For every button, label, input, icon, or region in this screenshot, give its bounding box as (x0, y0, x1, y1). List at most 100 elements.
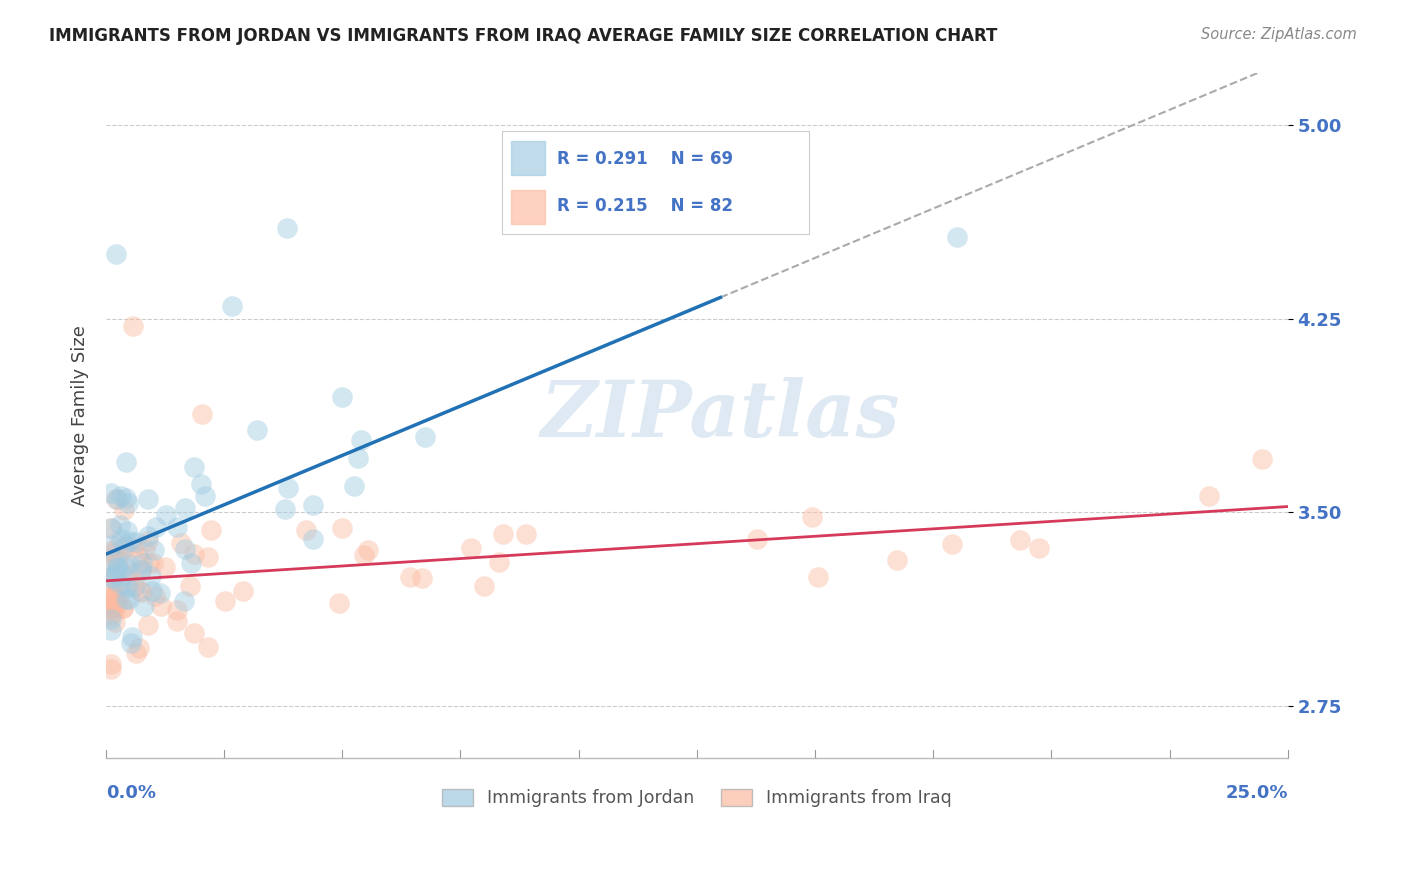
Point (112, 600, 135, 615)
Point (103, 601, 125, 615)
Point (232, 584, 254, 599)
Point (343, 479, 366, 493)
Point (100, 548, 122, 562)
Point (121, 566, 143, 580)
Point (120, 533, 142, 548)
Point (273, 501, 295, 516)
Point (104, 615, 127, 630)
Point (132, 599, 155, 614)
Point (105, 560, 128, 574)
Point (173, 593, 195, 607)
Point (328, 595, 350, 609)
Point (128, 583, 150, 598)
Text: 25.0%: 25.0% (1225, 784, 1288, 802)
Point (114, 558, 136, 573)
Point (117, 569, 139, 583)
Point (115, 539, 138, 553)
Point (103, 598, 125, 612)
Text: Source: ZipAtlas.com: Source: ZipAtlas.com (1201, 27, 1357, 42)
Point (197, 640, 219, 654)
Point (1028, 541, 1050, 555)
Point (801, 510, 824, 524)
Point (124, 579, 146, 593)
Point (277, 481, 299, 495)
Point (100, 608, 122, 623)
Point (105, 247, 128, 261)
Text: 0.0%: 0.0% (105, 784, 156, 802)
Point (100, 569, 122, 583)
Point (117, 496, 139, 510)
Point (100, 544, 122, 558)
Point (111, 569, 134, 583)
Text: ZIPatlas: ZIPatlas (541, 377, 900, 454)
Point (118, 592, 141, 607)
Point (114, 491, 136, 505)
Point (190, 477, 212, 491)
Point (214, 594, 236, 608)
Point (179, 579, 201, 593)
Text: IMMIGRANTS FROM JORDAN VS IMMIGRANTS FROM IRAQ AVERAGE FAMILY SIZE CORRELATION C: IMMIGRANTS FROM JORDAN VS IMMIGRANTS FRO… (49, 27, 998, 45)
Point (105, 597, 128, 611)
Point (139, 569, 162, 583)
Point (103, 572, 125, 586)
Point (127, 549, 149, 563)
Point (170, 535, 193, 549)
Point (101, 538, 124, 552)
Point (100, 485, 122, 500)
Y-axis label: Average Family Size: Average Family Size (72, 325, 89, 506)
Legend: Immigrants from Jordan, Immigrants from Iraq: Immigrants from Jordan, Immigrants from … (436, 781, 959, 814)
Point (105, 491, 128, 506)
Point (121, 630, 143, 644)
Point (143, 590, 166, 604)
Point (125, 646, 148, 660)
Point (166, 614, 188, 628)
Point (107, 549, 129, 564)
Point (946, 230, 969, 244)
Point (100, 662, 122, 676)
Point (121, 635, 143, 649)
Point (104, 492, 127, 507)
Point (350, 433, 373, 447)
Point (103, 585, 125, 599)
Point (886, 552, 908, 566)
Point (108, 589, 131, 603)
Point (103, 567, 125, 582)
Point (194, 489, 217, 503)
Point (807, 570, 830, 584)
Point (100, 585, 122, 599)
Point (472, 579, 495, 593)
Point (411, 570, 433, 584)
Point (166, 520, 188, 534)
Point (114, 503, 136, 517)
Point (138, 556, 160, 570)
Point (110, 489, 132, 503)
Point (150, 599, 173, 613)
Point (100, 600, 122, 615)
Point (100, 624, 122, 638)
Point (745, 533, 768, 547)
Point (1251, 451, 1274, 466)
Point (100, 521, 122, 535)
Point (122, 541, 145, 555)
Point (153, 560, 176, 574)
Point (301, 498, 323, 512)
Point (125, 535, 148, 549)
Point (174, 500, 197, 515)
Point (115, 591, 138, 606)
Point (246, 424, 269, 438)
Point (129, 563, 152, 577)
Point (131, 563, 153, 577)
Point (112, 538, 135, 552)
Point (174, 542, 197, 557)
Point (110, 518, 132, 533)
Point (100, 612, 122, 626)
Point (357, 542, 380, 557)
Point (103, 554, 125, 568)
Point (136, 533, 159, 548)
Point (101, 589, 124, 603)
Point (105, 541, 128, 555)
Point (149, 586, 172, 600)
Point (145, 519, 167, 533)
Point (100, 602, 122, 616)
Point (103, 588, 125, 602)
